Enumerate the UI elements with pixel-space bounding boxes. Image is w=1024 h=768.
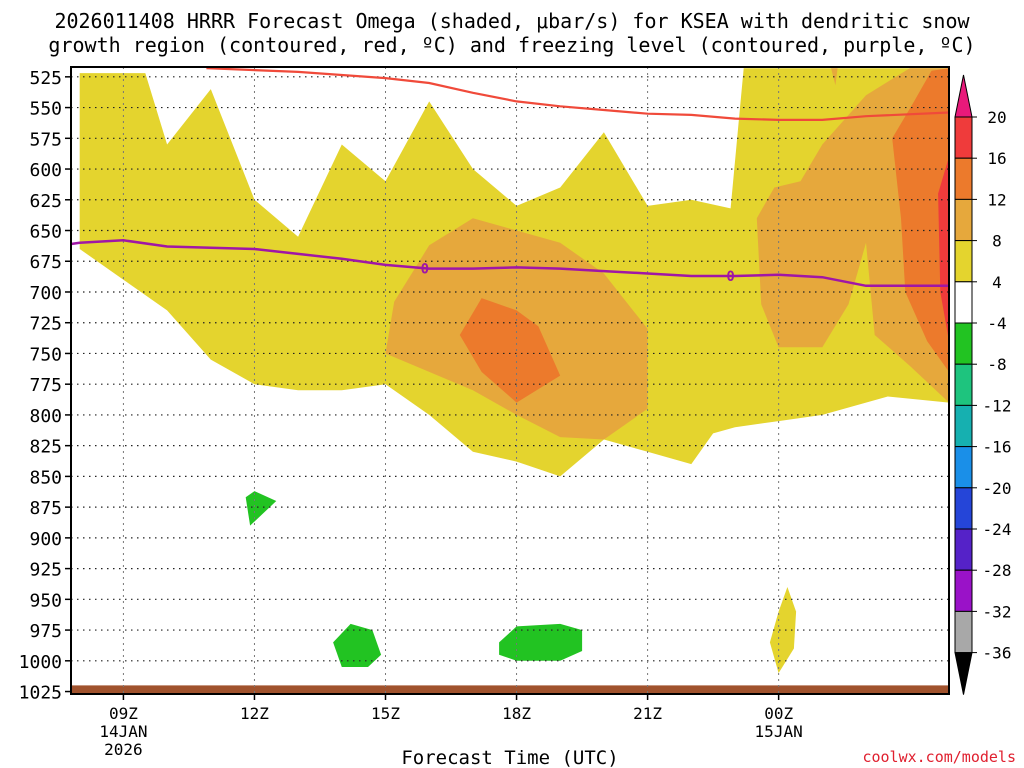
y-tick-label-825: 825 — [29, 437, 62, 458]
y-tick-label-625: 625 — [29, 191, 62, 212]
colorbar-swatch-6 — [954, 363, 973, 406]
freezing-level-label-1: 0 — [726, 269, 734, 285]
colorbar-swatch-10 — [954, 528, 973, 571]
colorbar-label--20: -20 — [983, 479, 1012, 498]
freezing-level-contour — [70, 239, 949, 288]
colorbar-swatch-1 — [954, 157, 973, 200]
x-tick-label-00Z: 00Z — [764, 704, 793, 723]
y-tick-label-725: 725 — [29, 314, 62, 335]
y-tick-label-800: 800 — [29, 406, 62, 427]
x-tick-year-09Z: 2026 — [104, 740, 143, 759]
colorbar-label--32: -32 — [983, 602, 1012, 621]
x-axis-label: Forecast Time (UTC) — [401, 747, 618, 768]
chart-title-line1: 2026011408 HRRR Forecast Omega (shaded, … — [54, 9, 970, 33]
colorbar-label-20: 20 — [987, 108, 1006, 127]
colorbar-label-4: 4 — [992, 273, 1002, 292]
omega-shade-region-9 — [333, 623, 382, 667]
plot-frame — [70, 66, 950, 695]
colorbar-label--36: -36 — [983, 644, 1012, 663]
y-axis: 525 550 575 600 625 650 675 700 725 750 775 800 825 8… — [19, 68, 71, 704]
y-tick-label-650: 650 — [29, 222, 62, 243]
colorbar-swatch-7 — [954, 404, 973, 448]
ground-band — [71, 685, 949, 694]
x-tick-label-18Z: 18Z — [502, 704, 531, 723]
colorbar-swatch-2 — [954, 198, 973, 242]
dgz-red-contour — [206, 67, 950, 122]
colorbar-label--12: -12 — [983, 396, 1012, 415]
y-tick-label-950: 950 — [29, 590, 62, 611]
x-tick-label-21Z: 21Z — [633, 704, 662, 723]
y-tick-label-775: 775 — [29, 375, 62, 396]
colorbar-label--4: -4 — [987, 314, 1006, 333]
omega-shade-region-10 — [499, 623, 583, 661]
y-tick-label-525: 525 — [29, 68, 62, 89]
y-tick-label-875: 875 — [29, 498, 62, 519]
colorbar-swatch-9 — [954, 487, 973, 530]
colorbar-swatch-8 — [954, 446, 973, 489]
x-tick-label-15Z: 15Z — [371, 704, 400, 723]
y-tick-label-1025: 1025 — [19, 683, 62, 704]
colorbar-label--8: -8 — [987, 355, 1006, 374]
y-tick-label-575: 575 — [29, 129, 62, 150]
grid-layer — [71, 67, 949, 694]
y-tick-label-850: 850 — [29, 467, 62, 488]
colorbar-swatch-4 — [954, 281, 973, 324]
colorbar-label--16: -16 — [983, 438, 1012, 457]
omega-shade-region-5 — [938, 156, 949, 342]
x-tick-date-09Z: 14JAN — [99, 722, 147, 741]
colorbar-swatch-3 — [954, 240, 973, 283]
y-tick-label-700: 700 — [29, 283, 62, 304]
ground-layer — [71, 685, 949, 694]
omega-shade-region-8 — [245, 491, 277, 526]
colorbar-label-16: 16 — [987, 149, 1006, 168]
omega-shade-region-7 — [769, 587, 797, 674]
y-tick-label-600: 600 — [29, 160, 62, 181]
x-tick-label-12Z: 12Z — [240, 704, 269, 723]
y-tick-label-675: 675 — [29, 252, 62, 273]
colorbar-swatch-12 — [954, 610, 973, 654]
colorbar-label-8: 8 — [992, 232, 1002, 251]
omega-shade-region-4 — [892, 68, 949, 372]
colorbar: 20 16 12 8 4 -4 -8 -12 -16 -20 -24 -28 -32 -36 — [954, 74, 1012, 695]
colorbar-swatch-0 — [954, 116, 973, 159]
chart-title-line2: growth region (contoured, red, ºC) and f… — [48, 33, 975, 57]
y-tick-label-750: 750 — [29, 344, 62, 365]
colorbar-label--24: -24 — [983, 520, 1012, 539]
colorbar-bottom-arrow — [954, 652, 973, 695]
x-tick-date-00Z: 15JAN — [755, 722, 803, 741]
colorbar-top-arrow — [954, 74, 973, 118]
y-tick-label-550: 550 — [29, 99, 62, 120]
colorbar-label-12: 12 — [987, 190, 1006, 209]
y-tick-label-925: 925 — [29, 560, 62, 581]
y-tick-label-1000: 1000 — [19, 652, 62, 673]
colorbar-label--28: -28 — [983, 561, 1012, 580]
y-tick-label-900: 900 — [29, 529, 62, 550]
colorbar-swatch-11 — [954, 569, 973, 612]
omega-shade-region-2 — [459, 298, 561, 403]
y-tick-label-975: 975 — [29, 621, 62, 642]
colorbar-swatch-5 — [954, 322, 973, 365]
credit-text: coolwx.com/models — [862, 748, 1016, 766]
x-tick-label-09Z: 09Z — [109, 704, 138, 723]
freezing-level-label-0: 0 — [421, 261, 429, 277]
